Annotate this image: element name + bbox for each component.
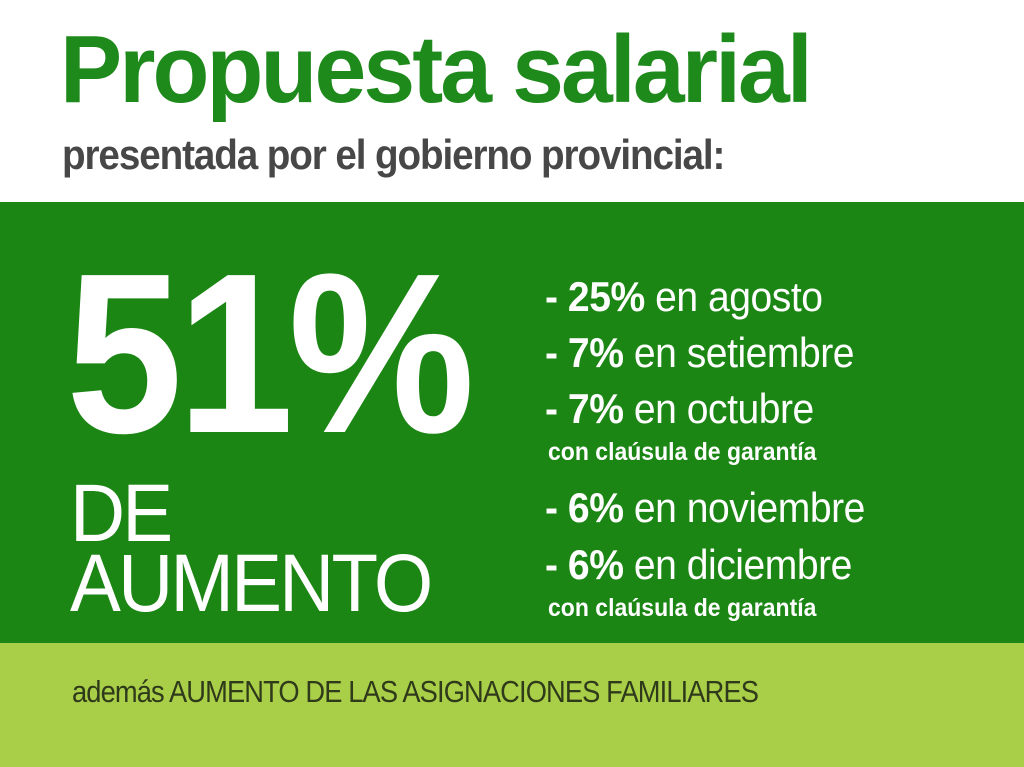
schedule-item: - 7% en octubre: [545, 388, 814, 430]
schedule-item: - 7% en setiembre: [545, 329, 855, 376]
item-month: en noviembre: [623, 484, 866, 531]
main-band: [0, 202, 1024, 643]
item-month: en octubre: [623, 385, 814, 432]
big-label-de: DE: [70, 468, 173, 559]
item-percent: - 7%: [545, 385, 624, 432]
footer-band: [0, 643, 1024, 767]
item-percent: - 25%: [545, 273, 645, 320]
guarantee-note: con claúsula de garantía: [548, 594, 817, 622]
big-percentage: 51%: [66, 227, 475, 481]
item-percent: - 6%: [545, 541, 624, 588]
item-month: en diciembre: [623, 541, 853, 588]
footer-text: además AUMENTO DE LAS ASIGNACIONES FAMIL…: [72, 674, 759, 709]
item-month: en setiembre: [623, 329, 855, 376]
guarantee-note: con claúsula de garantía: [548, 438, 817, 466]
schedule-item: - 25% en agosto: [545, 276, 823, 318]
page-subtitle: presentada por el gobierno provincial:: [62, 131, 725, 178]
schedule-item: - 6% en noviembre: [545, 487, 865, 529]
item-percent: - 7%: [545, 329, 624, 376]
page-title: Propuesta salarial: [60, 16, 813, 123]
item-month: en agosto: [644, 273, 823, 320]
schedule-item: - 6% en diciembre: [545, 544, 852, 586]
big-label-aumento: AUMENTO: [70, 538, 433, 629]
item-percent: - 6%: [545, 484, 624, 531]
